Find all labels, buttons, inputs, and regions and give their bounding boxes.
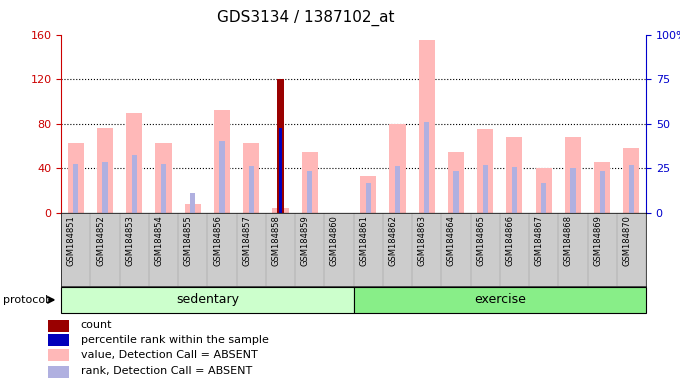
Bar (390, 124, 405, 213)
Bar (126, 113, 142, 213)
Bar (97, 128, 113, 213)
Bar (73, 164, 78, 213)
Bar (454, 171, 458, 213)
Bar (48, 320, 69, 332)
Text: GSM184864: GSM184864 (447, 215, 456, 266)
Bar (483, 165, 488, 213)
Bar (68, 143, 84, 213)
Text: GSM184863: GSM184863 (418, 215, 427, 266)
Bar (279, 128, 282, 213)
Bar (156, 143, 171, 213)
Text: GDS3134 / 1387102_at: GDS3134 / 1387102_at (217, 10, 395, 26)
Bar (565, 137, 581, 213)
Text: GSM184862: GSM184862 (388, 215, 397, 266)
Bar (220, 141, 224, 213)
Text: GSM184857: GSM184857 (242, 215, 252, 266)
Text: GSM184866: GSM184866 (505, 215, 514, 266)
Text: GSM184851: GSM184851 (67, 215, 75, 266)
Text: exercise: exercise (474, 293, 526, 306)
Bar (360, 176, 376, 213)
Bar (132, 155, 137, 213)
Bar (273, 207, 288, 213)
Text: count: count (80, 320, 112, 330)
Text: GSM184853: GSM184853 (125, 215, 134, 266)
Text: rank, Detection Call = ABSENT: rank, Detection Call = ABSENT (80, 366, 252, 376)
Bar (278, 202, 283, 213)
Bar (48, 334, 69, 346)
Bar (354, 287, 646, 313)
Bar (103, 162, 107, 213)
Bar (448, 152, 464, 213)
Bar (395, 166, 400, 213)
Text: percentile rank within the sample: percentile rank within the sample (80, 335, 269, 345)
Text: GSM184855: GSM184855 (184, 215, 193, 266)
Text: GSM184861: GSM184861 (359, 215, 369, 266)
Bar (512, 167, 517, 213)
Text: GSM184858: GSM184858 (271, 215, 280, 266)
Text: GSM184852: GSM184852 (96, 215, 105, 266)
Text: GSM184854: GSM184854 (154, 215, 163, 266)
Text: GSM184865: GSM184865 (476, 215, 485, 266)
Bar (477, 129, 493, 213)
Bar (249, 166, 254, 213)
Bar (541, 183, 546, 213)
Bar (277, 79, 284, 213)
Text: GSM184869: GSM184869 (593, 215, 602, 266)
Text: protocol: protocol (3, 295, 49, 305)
Text: GSM184856: GSM184856 (213, 215, 222, 266)
Bar (366, 183, 371, 213)
Bar (302, 152, 318, 213)
Bar (61, 287, 354, 313)
Text: GSM184859: GSM184859 (301, 215, 310, 266)
Bar (624, 148, 639, 213)
Bar (424, 122, 429, 213)
Text: GSM184868: GSM184868 (564, 215, 573, 266)
Bar (214, 111, 230, 213)
Bar (571, 169, 575, 213)
Bar (48, 349, 69, 361)
Bar (419, 40, 435, 213)
Text: GSM184860: GSM184860 (330, 215, 339, 266)
Bar (600, 171, 605, 213)
Bar (185, 204, 201, 213)
Bar (629, 165, 634, 213)
Bar (507, 137, 522, 213)
Text: value, Detection Call = ABSENT: value, Detection Call = ABSENT (80, 350, 257, 360)
Bar (243, 143, 259, 213)
Bar (190, 193, 195, 213)
Text: sedentary: sedentary (176, 293, 239, 306)
Text: GSM184870: GSM184870 (622, 215, 631, 266)
Text: GSM184867: GSM184867 (534, 215, 544, 266)
Bar (536, 169, 551, 213)
Bar (594, 162, 610, 213)
Bar (307, 171, 312, 213)
Bar (48, 366, 69, 377)
Bar (161, 164, 166, 213)
